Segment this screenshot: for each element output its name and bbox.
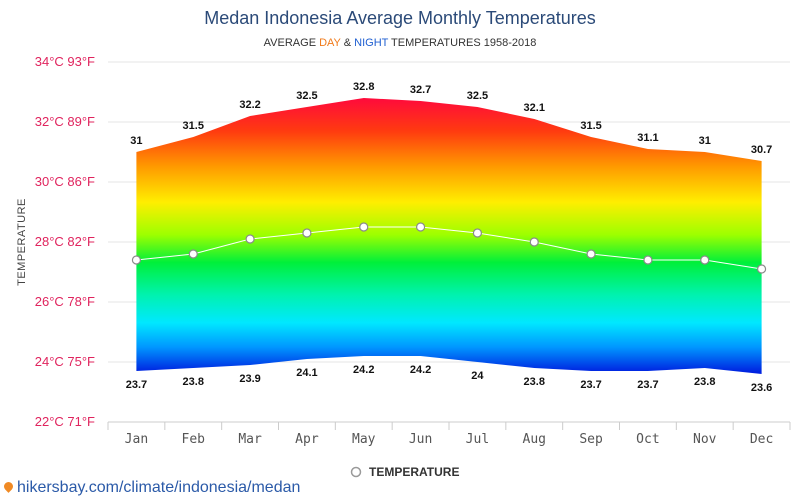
max-temp-label: 32.8 (353, 81, 374, 93)
x-tick-label: Sep (579, 432, 603, 447)
chart-title: Medan Indonesia Average Monthly Temperat… (204, 8, 596, 28)
average-point[interactable] (415, 222, 426, 232)
average-point[interactable] (529, 237, 539, 247)
max-temp-label: 31 (699, 135, 711, 147)
average-point[interactable] (131, 255, 142, 265)
average-point[interactable] (359, 222, 369, 232)
y-tick-label: 26°C 78°F (35, 294, 95, 309)
x-tick-label: Oct (636, 432, 659, 447)
average-point[interactable] (756, 264, 767, 274)
max-temp-label: 31.1 (637, 132, 658, 144)
max-temp-label: 32.7 (410, 84, 431, 96)
max-temp-label: 32.5 (467, 90, 488, 102)
min-temp-label: 23.8 (694, 376, 715, 388)
subtitle-suffix: TEMPERATURES 1958-2018 (388, 37, 536, 49)
chart-subtitle: AVERAGE DAY & NIGHT TEMPERATURES 1958-20… (264, 37, 537, 49)
x-tick-label: Feb (182, 432, 206, 447)
min-temp-label: 23.7 (637, 379, 658, 391)
min-temp-label: 24.2 (353, 364, 374, 376)
legend-marker-icon (350, 466, 362, 478)
min-temp-label: 23.7 (580, 379, 601, 391)
average-temperature-line (131, 222, 767, 274)
x-tick-label: May (352, 432, 376, 447)
y-tick-label: 28°C 82°F (35, 234, 95, 249)
max-temp-label: 31 (130, 135, 142, 147)
legend[interactable]: TEMPERATURE (350, 465, 460, 479)
subtitle-amp: & (341, 37, 354, 49)
max-temp-label: 32.1 (524, 102, 545, 114)
x-tick-label: Jun (409, 432, 432, 447)
data-labels: 31 31.5 32.2 32.5 32.8 32.7 32.5 32.1 31.5 31.1 31… (126, 81, 773, 394)
min-temp-label: 24 (471, 370, 484, 382)
min-temp-label: 23.8 (183, 376, 204, 388)
average-point[interactable] (245, 234, 255, 244)
temperature-range-area (136, 98, 762, 374)
y-tick-label: 30°C 86°F (35, 174, 95, 189)
min-temp-label: 24.1 (296, 367, 317, 379)
average-point[interactable] (188, 249, 198, 259)
average-point[interactable] (472, 228, 483, 238)
average-point[interactable] (700, 255, 710, 265)
max-temp-label: 32.5 (296, 90, 317, 102)
y-tick-label: 22°C 71°F (35, 414, 95, 429)
source-link[interactable]: hikersbay.com/climate/indonesia/medan (2, 479, 301, 497)
min-temp-label: 24.2 (410, 364, 431, 376)
average-point[interactable] (586, 249, 596, 259)
average-point[interactable] (643, 255, 653, 265)
legend-label: TEMPERATURE (369, 465, 459, 479)
average-line-path (136, 226, 762, 270)
x-tick-label: Jul (466, 432, 489, 447)
max-temp-label: 31.5 (580, 120, 601, 132)
y-axis-label: TEMPERATURE (16, 198, 28, 286)
max-temp-label: 30.7 (751, 144, 772, 156)
max-temp-label: 32.2 (239, 99, 260, 111)
min-temp-label: 23.7 (126, 379, 147, 391)
y-tick-label: 32°C 89°F (35, 114, 95, 129)
min-temp-label: 23.9 (239, 373, 260, 385)
max-temp-label: 31.5 (183, 120, 204, 132)
y-tick-label: 34°C 93°F (35, 54, 95, 69)
map-pin-icon (2, 480, 15, 493)
subtitle-day: DAY (319, 37, 341, 49)
min-temp-label: 23.8 (524, 376, 545, 388)
y-tick-labels: 34°C 93°F 32°C 89°F 30°C 86°F 28°C 82°F 26°C… (35, 54, 95, 429)
x-tick-labels: Jan Feb Mar Apr May Jun Jul Aug Sep Oct Nov Dec (125, 432, 774, 447)
x-tick-label: Dec (750, 432, 773, 447)
x-tick-label: Nov (693, 432, 717, 447)
subtitle-night: NIGHT (354, 37, 389, 49)
x-tick-label: Jan (125, 432, 148, 447)
average-point[interactable] (302, 228, 312, 238)
min-temp-label: 23.6 (751, 382, 772, 394)
source-text: hikersbay.com/climate/indonesia/medan (17, 479, 301, 496)
subtitle-prefix: AVERAGE (264, 37, 319, 49)
x-tick-label: Aug (523, 432, 546, 447)
x-tick-label: Mar (238, 432, 262, 447)
x-tick-label: Apr (295, 432, 319, 447)
temperature-range-area-shape (136, 98, 762, 374)
y-tick-label: 24°C 75°F (35, 354, 95, 369)
